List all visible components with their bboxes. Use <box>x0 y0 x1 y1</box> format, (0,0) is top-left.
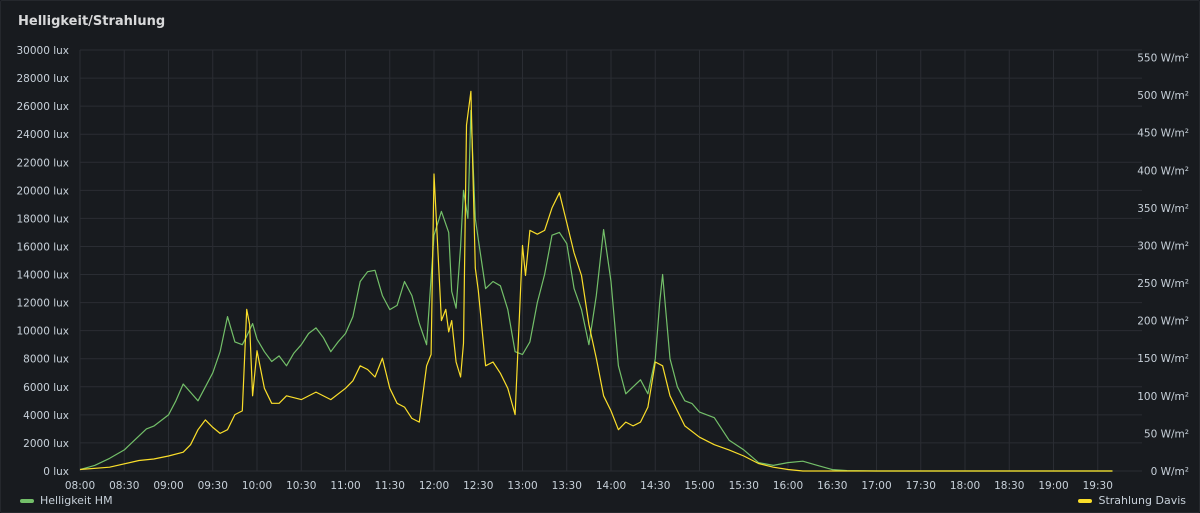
panel-title: Helligkeit/Strahlung <box>18 14 166 29</box>
y-right-tick-label: 400 W/m² <box>1137 165 1189 177</box>
x-tick-label: 10:00 <box>242 480 272 492</box>
x-tick-label: 11:30 <box>375 480 405 492</box>
y-left-tick-label: 12000 lux <box>16 298 69 310</box>
x-tick-label: 11:00 <box>330 480 360 492</box>
y-right-tick-label: 0 W/m² <box>1151 466 1189 478</box>
y-right-tick-label: 300 W/m² <box>1137 240 1189 252</box>
x-tick-label: 19:30 <box>1083 480 1113 492</box>
x-tick-label: 18:30 <box>994 480 1024 492</box>
x-tick-label: 17:00 <box>861 480 891 492</box>
y-left-tick-label: 28000 lux <box>16 73 69 85</box>
y-left-tick-label: 26000 lux <box>16 101 69 113</box>
x-tick-label: 08:30 <box>109 480 139 492</box>
x-tick-label: 14:00 <box>596 480 626 492</box>
y-right-tick-label: 100 W/m² <box>1137 391 1189 403</box>
y-left-tick-label: 10000 lux <box>16 326 69 338</box>
y-left-tick-label: 14000 lux <box>16 270 69 282</box>
x-tick-label: 19:00 <box>1038 480 1068 492</box>
y-left-tick-label: 8000 lux <box>23 354 69 366</box>
legend-swatch-green <box>20 498 34 503</box>
x-tick-label: 10:30 <box>286 480 316 492</box>
y-right-tick-label: 450 W/m² <box>1137 128 1189 140</box>
y-left-tick-label: 30000 lux <box>16 45 69 57</box>
legend-label: Helligkeit HM <box>40 494 113 507</box>
y-right-tick-label: 250 W/m² <box>1137 278 1189 290</box>
y-left-tick-label: 16000 lux <box>16 241 69 253</box>
x-tick-label: 14:30 <box>640 480 670 492</box>
legend-swatch-yellow <box>1078 498 1093 503</box>
legend-item-strahlung-davis[interactable]: Strahlung Davis <box>1078 494 1186 507</box>
x-tick-label: 16:30 <box>817 480 847 492</box>
x-tick-label: 18:00 <box>950 480 980 492</box>
series-line-1 <box>79 109 1113 472</box>
series-line-2 <box>79 90 1113 472</box>
x-tick-label: 09:30 <box>198 480 228 492</box>
legend-label: Strahlung Davis <box>1098 494 1186 507</box>
y-left-tick-label: 24000 lux <box>16 129 69 141</box>
y-left-tick-label: 20000 lux <box>16 185 69 197</box>
x-tick-label: 16:00 <box>773 480 803 492</box>
y-right-tick-label: 500 W/m² <box>1137 90 1189 102</box>
y-left-tick-label: 6000 lux <box>23 382 69 394</box>
y-right-tick-label: 350 W/m² <box>1137 203 1189 215</box>
y-left-tick-label: 18000 lux <box>16 213 69 225</box>
x-tick-label: 13:00 <box>507 480 537 492</box>
y-left-tick-label: 0 lux <box>43 466 69 478</box>
y-right-tick-label: 150 W/m² <box>1137 353 1189 365</box>
x-tick-label: 09:00 <box>153 480 183 492</box>
y-right-tick-label: 550 W/m² <box>1137 53 1189 65</box>
y-left-tick-label: 22000 lux <box>16 157 69 169</box>
x-tick-label: 15:00 <box>684 480 714 492</box>
y-left-tick-label: 4000 lux <box>23 410 69 422</box>
x-tick-label: 12:30 <box>463 480 493 492</box>
x-tick-label: 15:30 <box>729 480 759 492</box>
y-right-tick-label: 200 W/m² <box>1137 316 1189 328</box>
x-tick-label: 17:30 <box>906 480 936 492</box>
x-tick-label: 13:30 <box>552 480 582 492</box>
y-left-tick-label: 2000 lux <box>23 438 69 450</box>
y-right-tick-label: 50 W/m² <box>1144 428 1189 440</box>
x-tick-label: 08:00 <box>65 480 95 492</box>
x-tick-label: 12:00 <box>419 480 449 492</box>
legend-item-helligkeit-hm[interactable]: Helligkeit HM <box>20 494 113 507</box>
